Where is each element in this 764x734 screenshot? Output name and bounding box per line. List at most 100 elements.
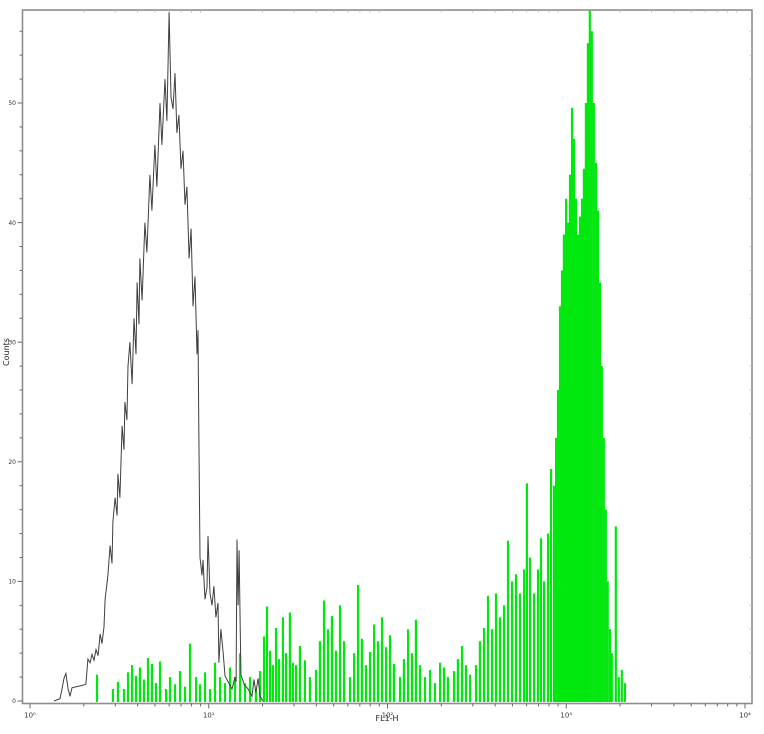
filled-histogram-bar xyxy=(555,437,558,702)
filled-histogram-bar xyxy=(142,679,146,702)
filled-histogram-bar xyxy=(223,683,227,702)
filled-histogram-bar xyxy=(188,643,192,702)
filled-histogram-bar xyxy=(566,222,570,702)
filled-histogram-bar xyxy=(198,684,202,702)
filled-histogram-bar xyxy=(259,671,262,702)
filled-histogram-bar xyxy=(506,540,510,702)
filled-histogram-bar xyxy=(368,652,372,702)
filled-histogram-bar xyxy=(208,689,212,702)
filled-histogram-bar xyxy=(95,674,99,702)
filled-histogram-bar xyxy=(590,31,593,702)
filled-histogram-bar xyxy=(330,616,333,702)
filled-histogram-bar xyxy=(353,653,356,702)
filled-histogram-bar xyxy=(568,174,572,703)
x-tick-label: 10¹ xyxy=(203,712,215,720)
filled-histogram-bar xyxy=(586,43,589,702)
filled-histogram-bar xyxy=(281,617,284,702)
filled-histogram-bar xyxy=(511,581,514,702)
filled-histogram-bar xyxy=(582,168,585,703)
filled-histogram-bar xyxy=(600,366,603,702)
filled-histogram-bar xyxy=(410,653,414,702)
filled-histogram-bar xyxy=(604,509,607,702)
filled-histogram-bar xyxy=(248,677,252,702)
filled-histogram-bar xyxy=(598,282,601,702)
filled-histogram-bar xyxy=(343,641,346,702)
filled-histogram-bar xyxy=(338,605,342,702)
filled-histogram-bar xyxy=(284,653,288,702)
filled-histogram-bar xyxy=(265,606,269,702)
y-tick-label: 40 xyxy=(8,220,16,227)
filled-histogram-bar xyxy=(418,665,422,702)
filled-histogram-bar xyxy=(518,593,522,702)
x-tick-label: 10⁰ xyxy=(24,712,36,720)
y-tick-label: 50 xyxy=(8,100,16,107)
filled-histogram-bar xyxy=(580,198,584,702)
filled-histogram-bar xyxy=(596,210,599,702)
filled-histogram-bar xyxy=(388,635,392,702)
y-tick-label: 20 xyxy=(8,459,16,466)
filled-histogram-bar xyxy=(553,485,556,702)
filled-histogram-bar xyxy=(525,483,528,702)
filled-histogram-bar xyxy=(439,662,442,702)
filled-histogram-bar xyxy=(380,617,384,702)
filled-histogram-bar xyxy=(334,650,338,702)
y-tick-label: 10 xyxy=(8,579,16,586)
filled-histogram-bar xyxy=(356,585,360,702)
filled-histogram-bar xyxy=(277,659,281,702)
filled-histogram-bar xyxy=(173,684,177,702)
filled-histogram-bar xyxy=(543,581,546,702)
filled-histogram-bar xyxy=(428,669,432,702)
y-tick-label: 30 xyxy=(8,339,16,346)
filled-histogram-bar xyxy=(111,689,114,702)
filled-histogram-bar xyxy=(126,672,130,702)
filled-histogram-bar xyxy=(550,469,553,702)
filled-histogram-bar xyxy=(464,665,468,702)
filled-histogram-bar xyxy=(502,605,506,702)
filled-histogram-bar xyxy=(254,689,257,702)
filled-histogram-bar xyxy=(274,628,278,702)
filled-histogram-bar xyxy=(623,683,626,702)
filled-histogram-bar xyxy=(528,557,532,702)
filled-histogram-bar xyxy=(398,677,402,702)
filled-histogram-bar xyxy=(291,662,294,702)
filled-histogram-bar xyxy=(154,683,158,702)
filled-histogram-bar xyxy=(608,629,611,702)
filled-histogram-bar xyxy=(494,593,498,702)
filled-histogram-bar xyxy=(218,677,222,702)
filled-histogram-bar xyxy=(592,103,595,702)
filled-histogram-bar xyxy=(536,569,540,702)
filled-histogram-bar xyxy=(131,665,134,702)
filled-histogram-bar xyxy=(183,686,187,702)
filled-histogram-bar xyxy=(478,641,481,702)
filled-histogram-bar xyxy=(288,612,291,702)
filled-histogram-bar xyxy=(116,681,119,702)
filled-histogram-bar xyxy=(158,661,162,702)
filled-histogram-bar xyxy=(122,689,126,702)
filled-histogram-bar xyxy=(469,674,472,702)
filled-histogram-bar xyxy=(322,600,326,702)
filled-histogram-bar xyxy=(203,672,207,702)
filled-histogram-bar xyxy=(392,663,395,702)
filled-histogram-bar xyxy=(474,665,478,702)
filled-histogram-bar xyxy=(491,629,494,702)
filled-histogram-bar xyxy=(562,234,565,702)
filled-histogram-bar xyxy=(482,628,486,702)
filled-histogram-bar xyxy=(373,624,376,702)
filled-histogram-bar xyxy=(243,683,247,702)
filled-histogram-bar xyxy=(195,677,198,702)
filled-histogram-bar xyxy=(452,671,456,702)
filled-histogram-bar xyxy=(572,138,575,702)
filled-histogram-bar xyxy=(433,683,437,702)
x-tick-label: 10² xyxy=(382,712,394,720)
filled-histogram-bar xyxy=(576,234,579,702)
filled-histogram-bar xyxy=(588,10,591,702)
filled-histogram-bar xyxy=(364,665,368,702)
filled-histogram-bar xyxy=(303,660,306,702)
filled-histogram-bar xyxy=(620,669,623,702)
filled-histogram-bar xyxy=(376,641,380,702)
filled-histogram-bar xyxy=(233,677,237,702)
filled-histogram-bar xyxy=(584,103,587,702)
filled-histogram-bar xyxy=(150,663,153,702)
x-tick-label: 10⁴ xyxy=(739,712,751,720)
filled-histogram-bar xyxy=(446,677,449,702)
